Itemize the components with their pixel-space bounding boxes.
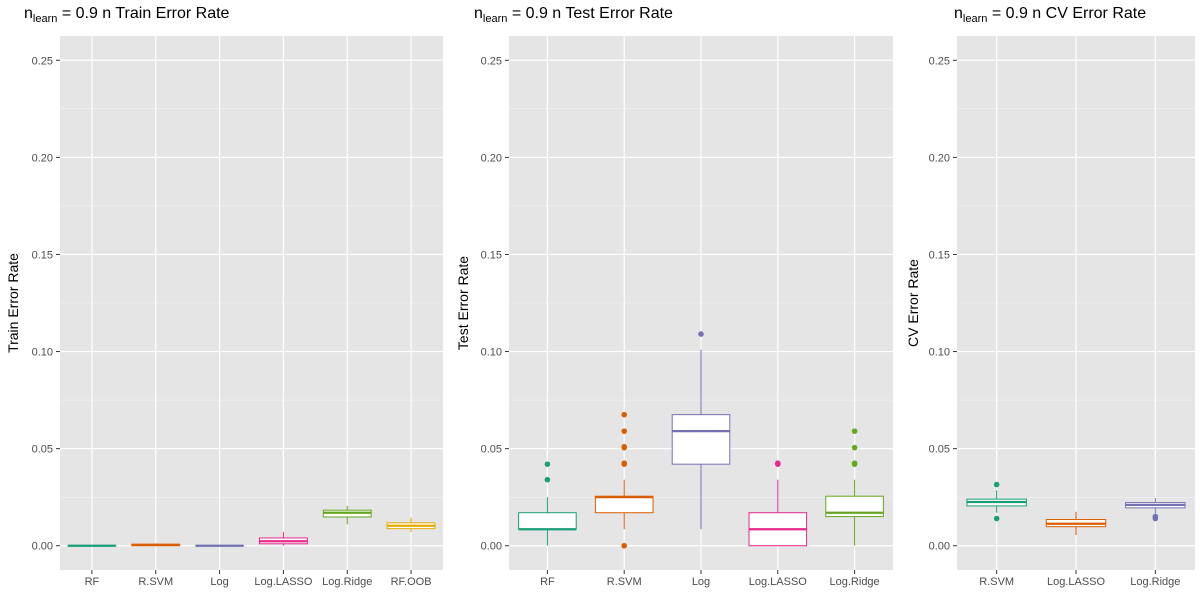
boxplot-rf xyxy=(518,461,577,546)
x-tick-label: Log.Ridge xyxy=(322,576,372,588)
title-n: n xyxy=(954,5,963,22)
outlier-point xyxy=(621,460,627,467)
y-tick-label: 0.00 xyxy=(481,541,502,553)
box xyxy=(518,512,577,530)
outlier-point xyxy=(993,515,1000,522)
y-tick-label: 0.05 xyxy=(32,444,53,456)
outlier-point xyxy=(621,443,627,450)
x-tick-label: R.SVM xyxy=(138,576,173,588)
box xyxy=(594,495,654,514)
outlier-point xyxy=(544,476,551,483)
boxplot-r-svm xyxy=(594,411,654,549)
y-tick-label: 0.25 xyxy=(481,55,502,67)
title-text: = 0.9 n CV Error Rate xyxy=(987,5,1147,22)
y-tick-label: 0.15 xyxy=(929,249,950,261)
outlier-point xyxy=(993,481,1000,488)
y-tick-label: 0.20 xyxy=(481,152,502,164)
box xyxy=(671,414,731,465)
y-tick-label: 0.05 xyxy=(481,444,502,456)
panel-title: nlearn = 0.9 n Train Error Rate xyxy=(24,5,229,25)
outlier-point xyxy=(851,460,858,467)
x-tick-label: RF xyxy=(540,576,555,588)
y-axis-title: Train Error Rate xyxy=(5,253,21,353)
boxplot-log-lasso xyxy=(1045,511,1107,536)
y-tick-label: 0.25 xyxy=(929,55,950,67)
y-tick-label: 0.20 xyxy=(32,152,53,164)
y-tick-label: 0.00 xyxy=(32,541,53,553)
x-tick-label: RF.OOB xyxy=(391,576,432,588)
cv-error-chart: 0.00 0.05 0.10 0.15 0.20 0.25 R.SVM Log.LASSO Lo… xyxy=(905,36,1195,588)
outlier-point xyxy=(698,331,704,337)
x-tick-label: Log.LASSO xyxy=(254,576,313,588)
title-subscript: learn xyxy=(482,13,508,25)
boxplot-log-ridge xyxy=(322,505,372,525)
outlier-point xyxy=(621,411,627,418)
boxplot-log-ridge xyxy=(825,428,884,546)
boxplot-rf-oob xyxy=(386,517,436,533)
title-n: n xyxy=(24,5,33,22)
y-tick-label: 0.00 xyxy=(929,541,950,553)
title-text: = 0.9 n Test Error Rate xyxy=(507,5,673,22)
boxplot-log xyxy=(671,331,731,530)
outlier-point xyxy=(1152,513,1159,520)
boxplot-log-ridge xyxy=(1125,498,1186,522)
train-error-panel: nlearn = 0.9 n Train Error Rate 0.00 0.05… xyxy=(0,0,450,600)
y-tick-label: 0.10 xyxy=(929,347,950,359)
outlier-point xyxy=(621,542,627,549)
y-axis-title: CV Error Rate xyxy=(905,259,921,347)
boxplot-r-svm xyxy=(966,481,1027,522)
boxplot-r-svm xyxy=(131,543,181,547)
x-tick-label: Log.LASSO xyxy=(1047,576,1106,588)
x-tick-label: RF xyxy=(85,576,100,588)
train-error-chart: 0.00 0.05 0.10 0.15 0.20 0.25 RF R.SVM Log Log.LA… xyxy=(5,36,443,588)
panel-title: nlearn = 0.9 n Test Error Rate xyxy=(474,5,673,25)
outlier-point xyxy=(851,444,858,451)
boxplot-log-lasso xyxy=(748,460,808,547)
y-axis-title: Test Error Rate xyxy=(455,256,471,350)
outlier-point xyxy=(851,428,858,434)
x-tick-label: Log.Ridge xyxy=(1130,576,1180,588)
test-error-panel: nlearn = 0.9 n Test Error Rate 0.00 0.05 0… xyxy=(450,0,900,600)
boxplot-log-lasso xyxy=(258,532,308,546)
x-tick-label: Log.LASSO xyxy=(749,576,808,588)
y-tick-label: 0.15 xyxy=(32,249,53,261)
cv-error-panel: nlearn = 0.9 n CV Error Rate 0.00 0.05 0.1… xyxy=(900,0,1200,600)
y-tick-label: 0.15 xyxy=(481,249,502,261)
x-tick-label: R.SVM xyxy=(607,576,642,588)
box xyxy=(825,495,884,518)
y-tick-label: 0.05 xyxy=(929,444,950,456)
x-tick-label: Log.Ridge xyxy=(830,576,880,588)
title-subscript: learn xyxy=(962,13,988,25)
y-tick-label: 0.25 xyxy=(32,55,53,67)
panel-title: nlearn = 0.9 n CV Error Rate xyxy=(954,5,1146,25)
x-tick-label: Log xyxy=(210,576,228,588)
outlier-point xyxy=(544,461,551,467)
y-tick-label: 0.10 xyxy=(32,347,53,359)
title-subscript: learn xyxy=(32,13,58,25)
outlier-point xyxy=(621,428,627,434)
y-tick-label: 0.10 xyxy=(481,347,502,359)
title-n: n xyxy=(474,5,483,22)
x-tick-label: R.SVM xyxy=(979,576,1014,588)
y-tick-label: 0.20 xyxy=(929,152,950,164)
title-text: = 0.9 n Train Error Rate xyxy=(57,5,230,22)
outlier-point xyxy=(775,460,781,467)
x-tick-label: Log xyxy=(692,576,710,588)
test-error-chart: 0.00 0.05 0.10 0.15 0.20 0.25 RF R.SVM Log Log.LA… xyxy=(455,36,893,588)
